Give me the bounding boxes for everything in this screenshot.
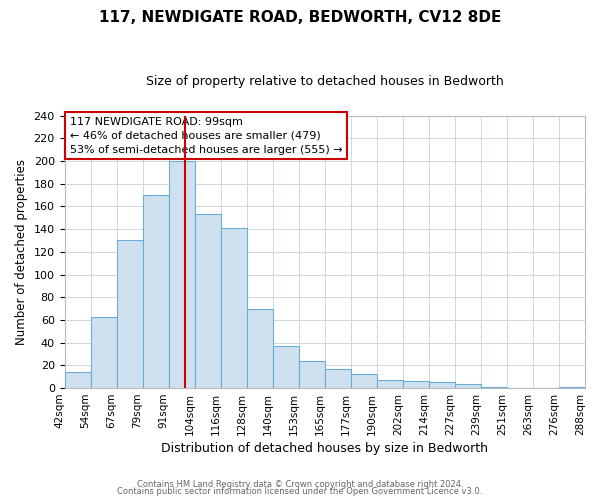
Bar (455, 384, 481, 388)
Bar (351, 374, 377, 388)
Title: Size of property relative to detached houses in Bedworth: Size of property relative to detached ho… (146, 75, 503, 88)
Bar (377, 380, 403, 388)
Y-axis label: Number of detached properties: Number of detached properties (15, 159, 28, 345)
Bar (169, 161, 194, 388)
Bar (247, 308, 273, 388)
Bar (273, 346, 299, 388)
X-axis label: Distribution of detached houses by size in Bedworth: Distribution of detached houses by size … (161, 442, 488, 455)
Bar (481, 387, 507, 388)
Bar (91, 316, 116, 388)
Bar (403, 382, 429, 388)
Bar (194, 214, 221, 388)
Bar (299, 361, 325, 388)
Bar (116, 240, 143, 388)
Text: 117 NEWDIGATE ROAD: 99sqm
← 46% of detached houses are smaller (479)
53% of semi: 117 NEWDIGATE ROAD: 99sqm ← 46% of detac… (70, 117, 343, 155)
Bar (221, 228, 247, 388)
Text: Contains HM Land Registry data © Crown copyright and database right 2024.: Contains HM Land Registry data © Crown c… (137, 480, 463, 489)
Bar (429, 382, 455, 388)
Bar (143, 195, 169, 388)
Text: Contains public sector information licensed under the Open Government Licence v3: Contains public sector information licen… (118, 487, 482, 496)
Text: 117, NEWDIGATE ROAD, BEDWORTH, CV12 8DE: 117, NEWDIGATE ROAD, BEDWORTH, CV12 8DE (99, 10, 501, 25)
Bar (65, 372, 91, 388)
Bar (559, 387, 585, 388)
Bar (325, 369, 351, 388)
